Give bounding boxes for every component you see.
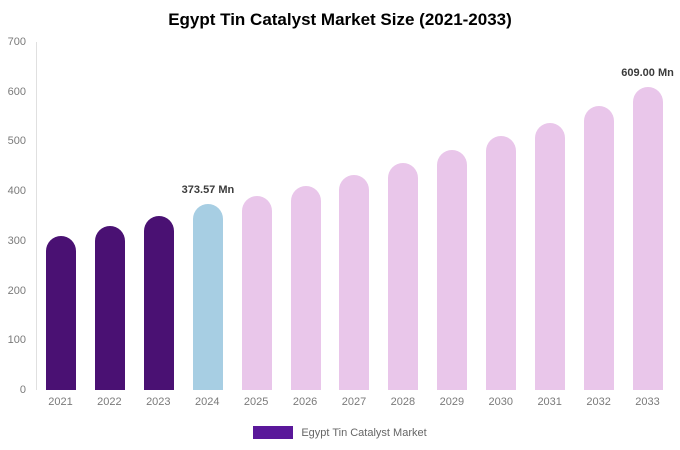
chart-title: Egypt Tin Catalyst Market Size (2021-203… [168,10,512,29]
bar-slot [232,42,281,390]
bar-slot [330,42,379,390]
legend: Egypt Tin Catalyst Market [0,426,680,439]
y-axis: 0 100 200 300 400 500 600 700 [0,36,32,396]
x-tick-label: 2032 [586,396,611,408]
y-tick-label: 400 [7,185,26,198]
x-tick-label: 2028 [390,396,416,408]
bar-slot [477,42,526,390]
y-tick-label: 100 [7,334,26,347]
bar-slot: 373.57 Mn [181,42,235,390]
bar-2028[interactable] [388,163,419,390]
bar-2024[interactable] [192,204,223,390]
bar-annotation-2033: 609.00 Mn [621,67,674,79]
x-tick-label: 2030 [488,396,513,408]
bar-slot [135,42,184,390]
x-tick-label: 2023 [146,396,171,408]
bar-2029[interactable] [437,150,468,390]
bar-slot [37,42,86,390]
bar-2022[interactable] [95,226,126,390]
bar-slot: 609.00 Mn [621,42,674,390]
bar-2023[interactable] [144,216,175,390]
bar-slot [86,42,135,390]
bar-2026[interactable] [290,186,321,390]
bar-slot [428,42,477,390]
y-tick-label: 600 [7,85,26,98]
plot-area: 373.57 Mn 609.00 Mn [36,42,674,390]
x-tick-label: 2025 [243,396,269,408]
x-tick-label: 2029 [439,396,465,408]
bar-slot [574,42,623,390]
bar-slot [525,42,574,390]
bar-2030[interactable] [486,136,517,390]
x-tick-label: 2026 [292,396,318,408]
y-tick-label: 500 [7,135,26,148]
bar-2027[interactable] [339,175,370,390]
legend-swatch [253,426,294,439]
y-tick-label: 300 [7,234,26,247]
x-tick-label: 2027 [341,396,367,408]
bar-slot [379,42,428,390]
bar-2032[interactable] [583,106,614,390]
y-tick-label: 700 [7,36,26,48]
bar-2031[interactable] [534,123,565,390]
y-tick-label: 0 [19,384,26,396]
legend-label: Egypt Tin Catalyst Market [301,426,427,439]
bar-slot [281,42,330,390]
bars-row: 373.57 Mn 609.00 Mn [37,42,674,390]
x-tick-label: 2022 [97,396,122,408]
bar-2021[interactable] [46,236,77,390]
x-axis: 2021 2022 2023 2024 2025 2026 2027 2028 2029 2030… [36,396,672,408]
x-tick-label: 2031 [537,396,562,408]
bar-2033[interactable] [632,87,663,390]
bar-2025[interactable] [241,196,272,390]
bar-annotation-2024: 373.57 Mn [181,184,235,196]
x-tick-label: 2033 [635,396,660,408]
x-tick-label: 2021 [48,396,73,408]
x-tick-label: 2024 [194,396,220,408]
y-tick-label: 200 [7,284,26,297]
